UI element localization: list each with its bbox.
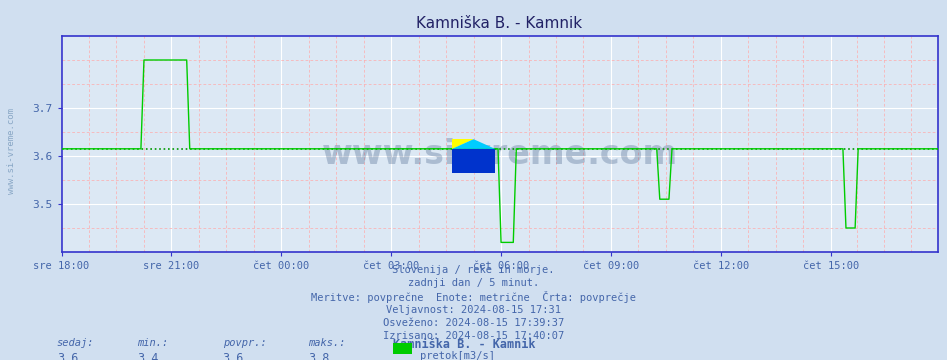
Text: povpr.:: povpr.: — [223, 338, 266, 348]
Text: 3,6: 3,6 — [57, 352, 79, 360]
Text: min.:: min.: — [137, 338, 169, 348]
Text: 3,6: 3,6 — [223, 352, 244, 360]
Text: Osveženo: 2024-08-15 17:39:37: Osveženo: 2024-08-15 17:39:37 — [383, 318, 564, 328]
Text: Kamniška B. - Kamnik: Kamniška B. - Kamnik — [393, 338, 535, 351]
Text: 3,8: 3,8 — [308, 352, 330, 360]
Title: Kamniška B. - Kamnik: Kamniška B. - Kamnik — [417, 16, 582, 31]
Text: Veljavnost: 2024-08-15 17:31: Veljavnost: 2024-08-15 17:31 — [386, 305, 561, 315]
Polygon shape — [453, 139, 474, 149]
Text: maks.:: maks.: — [308, 338, 346, 348]
Text: www.si-vreme.com: www.si-vreme.com — [321, 138, 678, 171]
Text: sedaj:: sedaj: — [57, 338, 95, 348]
Text: Izrisano: 2024-08-15 17:40:07: Izrisano: 2024-08-15 17:40:07 — [383, 331, 564, 341]
Text: 3,4: 3,4 — [137, 352, 159, 360]
Polygon shape — [453, 149, 495, 173]
Text: www.si-vreme.com: www.si-vreme.com — [7, 108, 16, 194]
Text: Meritve: povprečne  Enote: metrične  Črta: povprečje: Meritve: povprečne Enote: metrične Črta:… — [311, 291, 636, 303]
Text: Slovenija / reke in morje.: Slovenija / reke in morje. — [392, 265, 555, 275]
Polygon shape — [453, 139, 495, 149]
Text: pretok[m3/s]: pretok[m3/s] — [420, 351, 494, 360]
Text: zadnji dan / 5 minut.: zadnji dan / 5 minut. — [408, 278, 539, 288]
